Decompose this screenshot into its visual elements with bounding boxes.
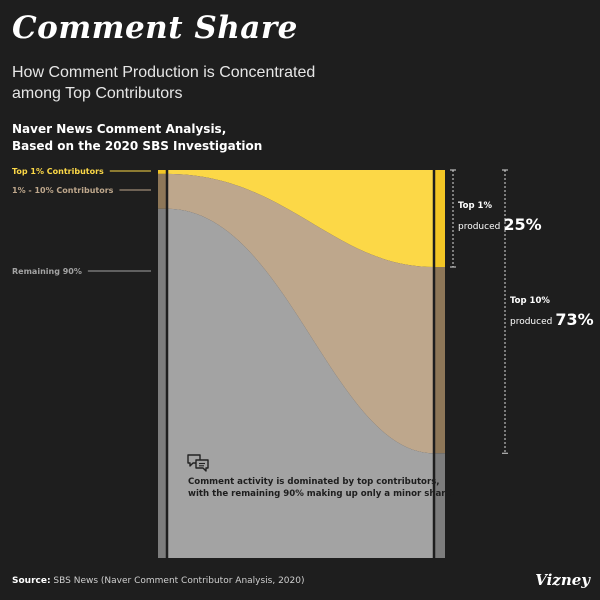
speech-bubbles-icon [187, 454, 209, 472]
right-bar-top-1-contributors [434, 170, 445, 267]
source-text: SBS News (Naver Comment Contributor Anal… [50, 576, 305, 586]
legend-label-1-10-contributors: 1% - 10% Contributors [12, 186, 114, 195]
legend-label-remaining-90: Remaining 90% [12, 267, 82, 276]
annotation-value-top-10: 73% [555, 310, 593, 329]
chart-heading: Naver News Comment Analysis, Based on th… [12, 121, 272, 155]
left-labels-layer: Top 1% Contributors 1% - 10% Contributors… [12, 167, 151, 276]
note-line-2: with the remaining 90% making up only a … [188, 489, 455, 499]
chart-heading-line1: Naver News Comment Analysis, [12, 122, 227, 136]
annotation-group-top-10: Top 10% [510, 296, 550, 306]
annotation-group-top-1: Top 1% [458, 201, 492, 211]
annotation-verb-top-1: produced [458, 222, 500, 232]
left-bar-remaining-90 [158, 208, 167, 559]
right-bar-1-10-contributors [434, 267, 445, 454]
right-annotations-layer: Top 1%produced 25%Top 10%produced 73% [450, 169, 594, 454]
brand-logo: Vizney [535, 571, 590, 589]
flow-remaining-90 [167, 208, 434, 559]
note-line-1: Comment activity is dominated by top con… [188, 477, 440, 487]
flow-top-1-contributors [167, 170, 434, 267]
flow-1-10-contributors [167, 173, 434, 454]
flows-layer [167, 170, 434, 559]
page-subtitle: How Comment Production is Concentrated a… [12, 64, 316, 102]
source-label: Source: [12, 576, 51, 586]
chart-heading-line2: Based on the 2020 SBS Investigation [12, 139, 263, 153]
bars-layer [158, 170, 445, 559]
annotation-verb-top-10: produced [510, 317, 552, 327]
right-bar-remaining-90 [434, 453, 445, 558]
annotation-value-top-1: 25% [503, 215, 541, 234]
left-bar-top-1-contributors [158, 170, 167, 174]
page-title: Comment Share [12, 10, 298, 46]
left-bar-1-10-contributors [158, 173, 167, 209]
note-group: Comment activity is dominated by top con… [187, 454, 455, 499]
legend-label-top-1-contributors: Top 1% Contributors [12, 167, 104, 176]
source-note: Source: SBS News (Naver Comment Contribu… [12, 576, 305, 586]
